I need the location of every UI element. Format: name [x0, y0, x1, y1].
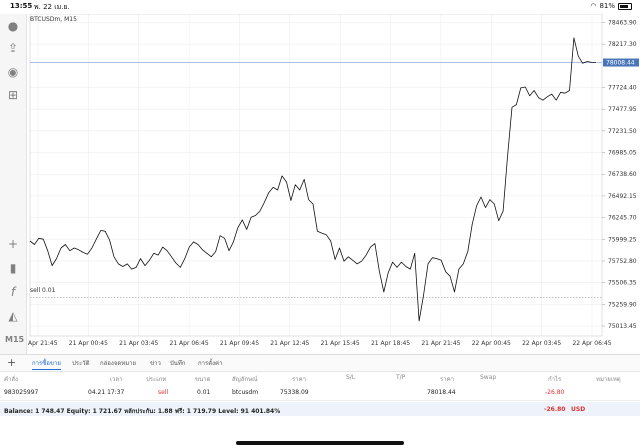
price-tick-label: 75259.90	[608, 301, 637, 308]
status-bar: 13:55 พ. 22 เม.ย. ◠ 81%	[0, 0, 640, 14]
tab-journal[interactable]: บันทึก	[170, 360, 186, 367]
chart-canvas: 78463.90 78217.30 77724.40 77477.95 77231.50…	[26, 14, 639, 347]
price-tick-label: 77477.95	[608, 106, 637, 113]
price-tick-label: 76245.70	[608, 215, 637, 222]
home-indicator	[236, 441, 404, 445]
new-document-icon[interactable]: ⊞	[7, 88, 19, 102]
tab-news[interactable]: ข่าว	[150, 360, 161, 367]
price-tick-label: 75999.25	[608, 236, 637, 243]
terminal-tabs: + การซื้อขาย ประวัติ กล่องจดหมาย ข่าว บั…	[0, 354, 640, 372]
order-current-price: 78018.44	[427, 389, 456, 396]
col-open-price: ราคา	[292, 376, 306, 383]
time-tick-label: 21 Apr 06:45	[170, 340, 209, 347]
crosshair-icon[interactable]: +	[7, 237, 19, 251]
col-price: ราคา	[440, 376, 454, 383]
price-tick-label: 76492.15	[608, 193, 637, 200]
chart-grid	[30, 14, 602, 336]
time-tick-label: 21 Apr 21:45	[421, 340, 460, 347]
time-tick-label: 21 Apr 15:45	[321, 340, 360, 347]
tab-trade[interactable]: การซื้อขาย	[32, 358, 61, 370]
price-tick-label: 76738.60	[608, 171, 637, 178]
plot-frame	[29, 14, 603, 337]
order-open-price: 75338.09	[280, 389, 309, 396]
status-date: พ. 22 เม.ย.	[34, 3, 70, 11]
col-type: ประเภท	[146, 376, 167, 383]
order-time: 04.21 17:37	[88, 389, 125, 396]
col-tp: T/P	[396, 374, 406, 381]
time-tick-label: 22 Apr 03:45	[522, 340, 561, 347]
current-price-badge	[603, 58, 639, 67]
order-type: sell	[158, 389, 169, 396]
time-tick-label: 22 Apr 06:45	[572, 340, 611, 347]
table-row[interactable]: 983025997 04.21 17:37 sell 0.01 btcusdm …	[0, 387, 640, 401]
table-header: คำสั่ง เวลา ประเภท ขนาด สัญลักษณ์ ราคา S…	[0, 372, 640, 384]
col-time: เวลา	[110, 376, 123, 383]
order-volume: 0.01	[197, 389, 211, 396]
candles-icon[interactable]: ▮	[9, 261, 17, 275]
col-order: คำสั่ง	[4, 376, 18, 383]
time-tick-label: 21 Apr 03:45	[119, 340, 158, 347]
price-tick-label: 75506.35	[608, 280, 637, 287]
price-series	[29, 37, 602, 322]
battery-percent: 81%	[599, 2, 615, 10]
price-tick-label: 78217.30	[608, 41, 637, 48]
time-tick-label: 22 Apr 00:45	[472, 340, 511, 347]
order-id: 983025997	[4, 389, 39, 396]
account-currency: USD	[571, 406, 586, 413]
col-volume: ขนาด	[195, 376, 211, 383]
price-tick-label: 77724.40	[608, 85, 637, 92]
price-tick-label: 78463.90	[608, 19, 637, 26]
account-summary-text: Balance: 1 748.47 Equity: 1 721.67 หลักป…	[4, 408, 281, 415]
tab-mailbox[interactable]: กล่องจดหมาย	[100, 360, 137, 367]
user-icon[interactable]: ●	[7, 19, 19, 33]
objects-icon[interactable]: ◭	[8, 309, 18, 323]
share-icon[interactable]: ⇪	[7, 41, 19, 55]
price-tick-label: 75013.45	[608, 323, 637, 330]
tab-history[interactable]: ประวัติ	[72, 360, 90, 367]
battery-icon	[618, 2, 632, 10]
chat-icon[interactable]: ◉	[7, 65, 19, 79]
chart-axes	[29, 14, 605, 337]
price-tick-label: 77231.50	[608, 128, 637, 135]
timeframe-button[interactable]: M15	[5, 335, 25, 344]
chart-toolbar: ● ⇪ ◉ ⊞ + ▮ f ◭ M15	[0, 14, 27, 354]
price-tick-label: 75752.80	[608, 258, 637, 265]
time-tick-label: 20 Apr 21:45	[26, 340, 58, 347]
time-tick-label: 21 Apr 18:45	[371, 340, 410, 347]
indicator-icon[interactable]: f	[10, 285, 16, 299]
price-tick-label: 76985.05	[608, 150, 637, 157]
chart-labels: 78463.90 78217.30 77724.40 77477.95 77231.50…	[26, 19, 639, 347]
col-sl: S/L	[346, 374, 356, 381]
price-chart[interactable]: 78463.90 78217.30 77724.40 77477.95 77231.50…	[26, 14, 640, 354]
chart-title: BTCUSDm, M15	[30, 16, 77, 23]
add-icon[interactable]: +	[7, 356, 17, 369]
order-profit: -26.80	[545, 389, 565, 396]
status-right: ◠ 81%	[590, 2, 632, 10]
col-comment: หมายเหตุ	[596, 376, 621, 383]
col-swap: Swap	[480, 374, 497, 381]
floating-pl: -26.80	[544, 406, 566, 413]
current-price-label: 78008.44	[606, 60, 635, 67]
time-tick-label: 21 Apr 12:45	[270, 340, 309, 347]
account-summary: Balance: 1 748.47 Equity: 1 721.67 หลักป…	[0, 402, 640, 416]
time-tick-label: 21 Apr 09:45	[220, 340, 259, 347]
price-line	[29, 37, 597, 322]
order-line-label[interactable]: sell 0.01	[30, 287, 56, 294]
tab-settings[interactable]: การตั้งค่า	[198, 360, 223, 367]
time-tick-label: 21 Apr 00:45	[69, 340, 108, 347]
order-symbol: btcusdm	[232, 389, 259, 396]
col-symbol: สัญลักษณ์	[232, 376, 258, 383]
status-time: 13:55	[10, 2, 33, 10]
wifi-icon: ◠	[590, 2, 597, 10]
col-profit: กำไร	[548, 376, 562, 383]
